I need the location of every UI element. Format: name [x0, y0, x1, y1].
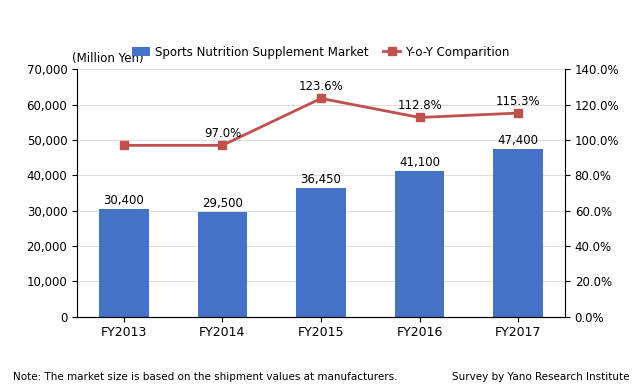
Text: 123.6%: 123.6% — [299, 80, 343, 93]
Text: 97.0%: 97.0% — [204, 127, 241, 140]
Bar — [395, 171, 444, 317]
Text: 30,400: 30,400 — [103, 194, 144, 207]
Line: Y-o-Y Comparition: Y-o-Y Comparition — [119, 94, 523, 149]
Text: Note: The market size is based on the shipment values at manufacturers.: Note: The market size is based on the sh… — [13, 372, 397, 382]
Bar — [494, 149, 542, 317]
Bar — [100, 209, 148, 317]
Text: 47,400: 47,400 — [498, 134, 539, 147]
Y-o-Y Comparition — [416, 115, 424, 120]
Y-o-Y Comparition — [120, 143, 128, 148]
Legend: Sports Nutrition Supplement Market, Y-o-Y Comparition: Sports Nutrition Supplement Market, Y-o-… — [128, 41, 514, 63]
Y-o-Y Comparition — [514, 111, 522, 115]
Text: 112.8%: 112.8% — [397, 99, 442, 112]
Text: 115.3%: 115.3% — [496, 95, 541, 108]
Text: Survey by Yano Research Institute: Survey by Yano Research Institute — [452, 372, 629, 382]
Bar — [198, 212, 247, 317]
Text: 29,500: 29,500 — [202, 197, 243, 210]
Text: 41,100: 41,100 — [399, 156, 440, 169]
Y-o-Y Comparition — [218, 143, 226, 148]
Y-o-Y Comparition — [317, 96, 325, 101]
Text: 36,450: 36,450 — [300, 173, 342, 186]
Bar — [297, 188, 345, 317]
Text: (Million Yen): (Million Yen) — [72, 52, 144, 64]
